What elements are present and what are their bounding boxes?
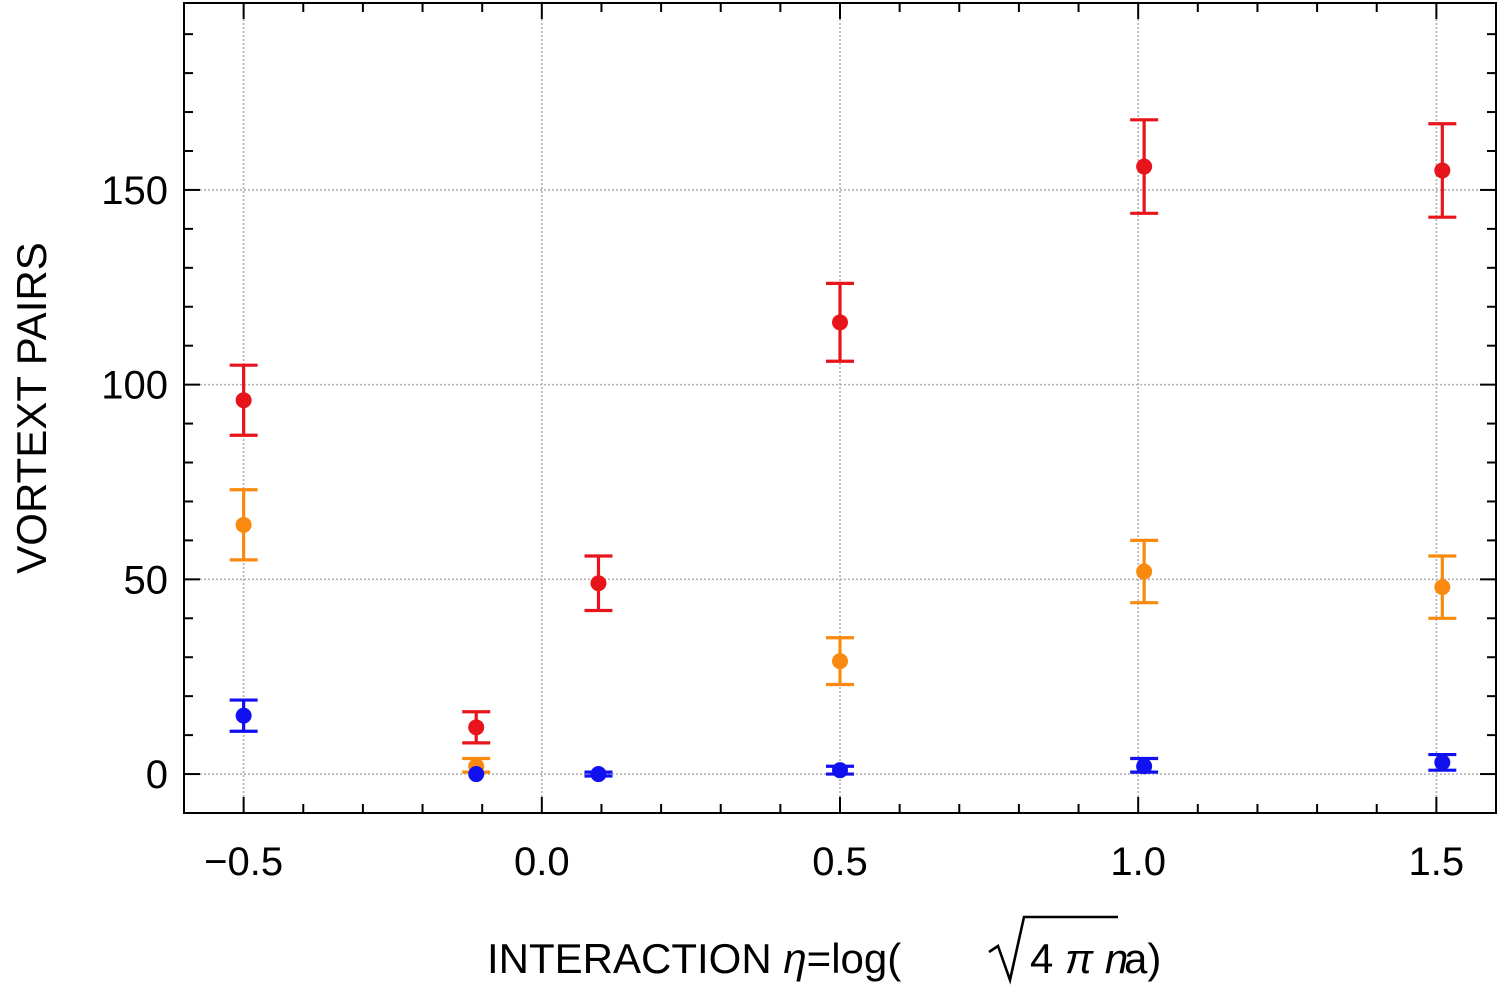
y-tick-label: 50 <box>124 558 169 602</box>
data-point <box>1136 758 1153 775</box>
y-tick-label: 100 <box>101 364 168 408</box>
x-tick-label: 0.5 <box>812 840 868 884</box>
data-point <box>235 516 252 533</box>
x-axis-title-space <box>1093 935 1105 982</box>
data-point <box>1136 563 1153 580</box>
data-series <box>229 118 1457 783</box>
data-point <box>590 575 607 592</box>
data-point <box>235 707 252 724</box>
x-tick-label: 1.0 <box>1110 840 1166 884</box>
tick-labels: −0.5 0.0 0.5 1.0 1.5 0 50 100 150 <box>101 169 1464 884</box>
x-axis-title-pi: π <box>1065 935 1094 982</box>
data-point <box>1434 579 1451 596</box>
data-point <box>1434 754 1451 771</box>
y-tick-label: 150 <box>101 169 168 213</box>
svg-text:INTERACTION η=log(: INTERACTION η=log( <box>487 935 901 982</box>
x-axis-title-eta: η <box>783 935 806 982</box>
svg-text:4 π n: 4 π n <box>1030 935 1128 982</box>
data-point <box>590 766 607 783</box>
x-tick-label: 1.5 <box>1409 840 1465 884</box>
x-axis-title-n: n <box>1105 935 1128 982</box>
x-axis-title-prefix: INTERACTION <box>487 935 783 982</box>
data-point <box>832 762 848 779</box>
data-point <box>832 653 848 670</box>
sqrt-radical-icon <box>988 915 1118 985</box>
x-tick-label: −0.5 <box>204 840 283 884</box>
y-tick-label: 0 <box>146 753 168 797</box>
data-point <box>1434 162 1451 179</box>
x-axis-title: INTERACTION η=log( 4 π n a) <box>487 915 1161 985</box>
data-point <box>468 766 485 783</box>
data-point <box>468 719 485 736</box>
x-tick-label: 0.0 <box>514 840 570 884</box>
data-point <box>1136 158 1153 175</box>
series-blue <box>229 698 1457 783</box>
axis-ticks <box>183 3 1497 814</box>
x-axis-title-sqrt-body: 4 <box>1030 935 1065 982</box>
series-red <box>229 118 1457 745</box>
x-axis-title-suffix: a) <box>1124 935 1161 982</box>
data-point <box>235 392 252 409</box>
grid <box>184 3 1496 813</box>
series-orange <box>229 488 1457 775</box>
x-axis-title-eq: =log( <box>807 935 902 982</box>
y-axis-title: VORTEXT PAIRS <box>8 242 55 573</box>
data-point <box>832 314 848 331</box>
